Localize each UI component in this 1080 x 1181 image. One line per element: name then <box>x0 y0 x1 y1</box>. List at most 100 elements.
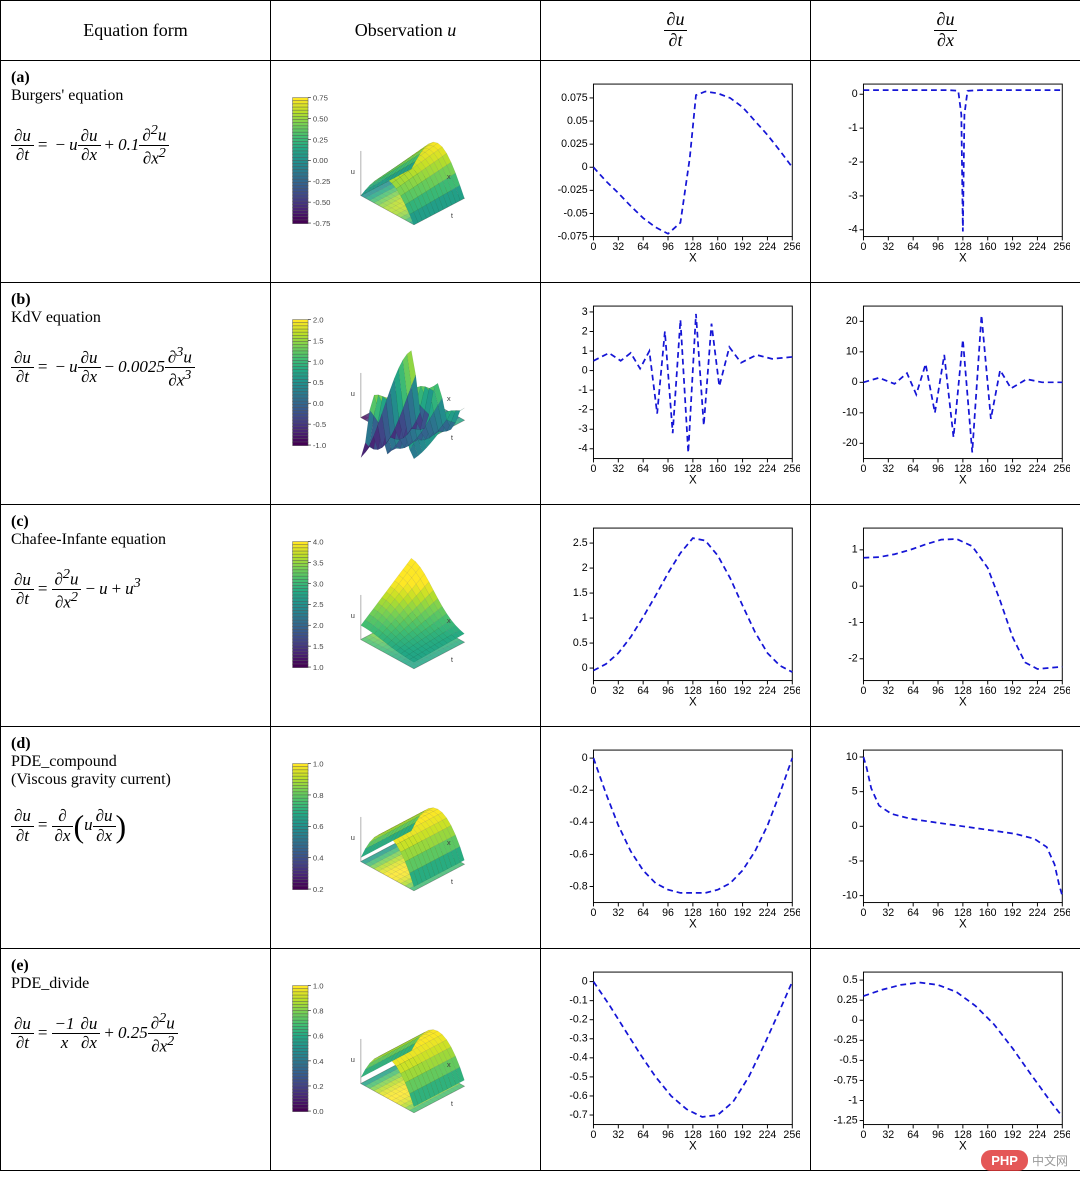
svg-text:256: 256 <box>1053 685 1070 697</box>
svg-text:192: 192 <box>734 463 752 475</box>
svg-text:-0.1: -0.1 <box>569 995 587 1007</box>
svg-text:x: x <box>447 172 451 181</box>
svg-text:256: 256 <box>1053 1129 1070 1141</box>
svg-text:10: 10 <box>846 346 858 358</box>
equation: ∂u∂t=∂∂x(u∂u∂x) <box>11 807 260 845</box>
svg-text:0: 0 <box>582 662 588 674</box>
line-chart: -10-505100326496128160192224256 X <box>821 735 1070 935</box>
eq-name: PDE_compound <box>11 753 260 771</box>
svg-text:0.075: 0.075 <box>561 92 588 104</box>
svg-text:160: 160 <box>709 685 727 697</box>
svg-text:-0.2: -0.2 <box>569 784 587 796</box>
watermark-pill: PHP <box>981 1150 1028 1171</box>
svg-text:32: 32 <box>882 685 894 697</box>
row-d: (d)PDE_compound(Viscous gravity current)… <box>1 727 1080 949</box>
svg-text:256: 256 <box>783 241 800 253</box>
svg-text:256: 256 <box>783 907 800 919</box>
svg-text:256: 256 <box>783 463 800 475</box>
svg-text:0.4: 0.4 <box>313 1057 324 1066</box>
svg-text:128: 128 <box>954 685 972 697</box>
svg-text:0.025: 0.025 <box>561 138 588 150</box>
svg-text:128: 128 <box>954 907 972 919</box>
svg-text:X: X <box>959 253 967 265</box>
svg-text:0.25: 0.25 <box>313 135 328 144</box>
svg-text:u: u <box>351 389 355 398</box>
svg-text:0: 0 <box>861 1129 867 1141</box>
svg-text:64: 64 <box>637 463 649 475</box>
svg-text:t: t <box>451 433 454 442</box>
svg-text:192: 192 <box>734 685 752 697</box>
dudt-e: -0.7-0.6-0.5-0.4-0.3-0.2-0.1003264961281… <box>541 949 811 1171</box>
svg-text:32: 32 <box>882 1129 894 1141</box>
eq-name: Burgers' equation <box>11 87 260 105</box>
svg-text:-1.25: -1.25 <box>833 1114 857 1126</box>
svg-text:160: 160 <box>979 241 997 253</box>
svg-text:3.0: 3.0 <box>313 579 324 588</box>
svg-text:2.0: 2.0 <box>313 621 324 630</box>
svg-text:0: 0 <box>582 161 588 173</box>
svg-text:224: 224 <box>1029 463 1047 475</box>
svg-text:192: 192 <box>1004 1129 1022 1141</box>
equation-table: Equation form Observation u ∂u∂t ∂u∂x (a… <box>0 0 1080 1171</box>
svg-text:3.5: 3.5 <box>313 558 324 567</box>
svg-text:128: 128 <box>684 685 702 697</box>
svg-text:128: 128 <box>684 907 702 919</box>
svg-text:x: x <box>447 394 451 403</box>
svg-text:160: 160 <box>709 907 727 919</box>
svg-text:X: X <box>689 475 697 487</box>
svg-text:192: 192 <box>1004 241 1022 253</box>
svg-text:0: 0 <box>852 376 858 388</box>
svg-text:-20: -20 <box>842 437 857 449</box>
svg-text:-1: -1 <box>848 1094 858 1106</box>
svg-text:0: 0 <box>591 907 597 919</box>
svg-text:0: 0 <box>582 752 588 764</box>
svg-text:-2: -2 <box>848 653 858 665</box>
svg-text:0.5: 0.5 <box>313 378 324 387</box>
svg-text:-0.5: -0.5 <box>569 1071 587 1083</box>
row-c: (c)Chafee-Infante equation∂u∂t=∂2u∂x2−u+… <box>1 505 1080 727</box>
svg-text:1: 1 <box>582 612 588 624</box>
svg-text:64: 64 <box>637 685 649 697</box>
svg-text:-1: -1 <box>848 616 858 628</box>
svg-text:0.75: 0.75 <box>313 93 328 102</box>
svg-text:-0.25: -0.25 <box>833 1034 857 1046</box>
obs-e: 1.00.80.60.40.20.0x t u <box>271 949 541 1171</box>
svg-text:0: 0 <box>852 580 858 592</box>
svg-text:X: X <box>959 697 967 709</box>
svg-text:160: 160 <box>709 463 727 475</box>
row-label: (d) <box>11 735 31 752</box>
svg-text:32: 32 <box>882 241 894 253</box>
svg-text:96: 96 <box>932 1129 944 1141</box>
header-obs: Observation u <box>271 1 541 61</box>
svg-text:0: 0 <box>852 88 858 100</box>
svg-text:32: 32 <box>882 907 894 919</box>
svg-text:X: X <box>689 697 697 709</box>
svg-text:2.5: 2.5 <box>573 537 588 549</box>
dudx-d: -10-505100326496128160192224256 X <box>811 727 1080 949</box>
svg-text:-0.5: -0.5 <box>839 1054 857 1066</box>
row-label: (b) <box>11 291 31 308</box>
line-chart: -4-3-2-101230326496128160192224256 X <box>551 291 800 491</box>
svg-text:X: X <box>959 1141 967 1153</box>
svg-text:-1: -1 <box>848 122 858 134</box>
table-body: (a)Burgers' equation∂u∂t=−u∂u∂x+0.1∂2u∂x… <box>1 61 1080 1171</box>
svg-text:0.6: 0.6 <box>313 1032 324 1041</box>
svg-text:-0.4: -0.4 <box>569 1052 587 1064</box>
svg-text:96: 96 <box>662 907 674 919</box>
svg-text:t: t <box>451 211 454 220</box>
line-chart: -1.25-1-0.75-0.5-0.2500.250.503264961281… <box>821 957 1070 1157</box>
obs-b: 2.01.51.00.50.0-0.5-1.0x t u <box>271 283 541 505</box>
svg-text:-0.075: -0.075 <box>558 230 588 242</box>
line-chart: 00.511.522.50326496128160192224256 X <box>551 513 800 713</box>
svg-text:0: 0 <box>861 463 867 475</box>
svg-text:128: 128 <box>684 1129 702 1141</box>
svg-text:2.0: 2.0 <box>313 315 324 324</box>
svg-text:0.0: 0.0 <box>313 399 324 408</box>
eqform-c: (c)Chafee-Infante equation∂u∂t=∂2u∂x2−u+… <box>1 505 271 727</box>
svg-text:1.0: 1.0 <box>313 357 324 366</box>
svg-text:t: t <box>451 877 454 886</box>
svg-text:0: 0 <box>852 1014 858 1026</box>
svg-text:160: 160 <box>709 241 727 253</box>
svg-text:224: 224 <box>1029 241 1047 253</box>
observation-3d: 1.00.80.60.40.2x t u <box>281 735 530 935</box>
